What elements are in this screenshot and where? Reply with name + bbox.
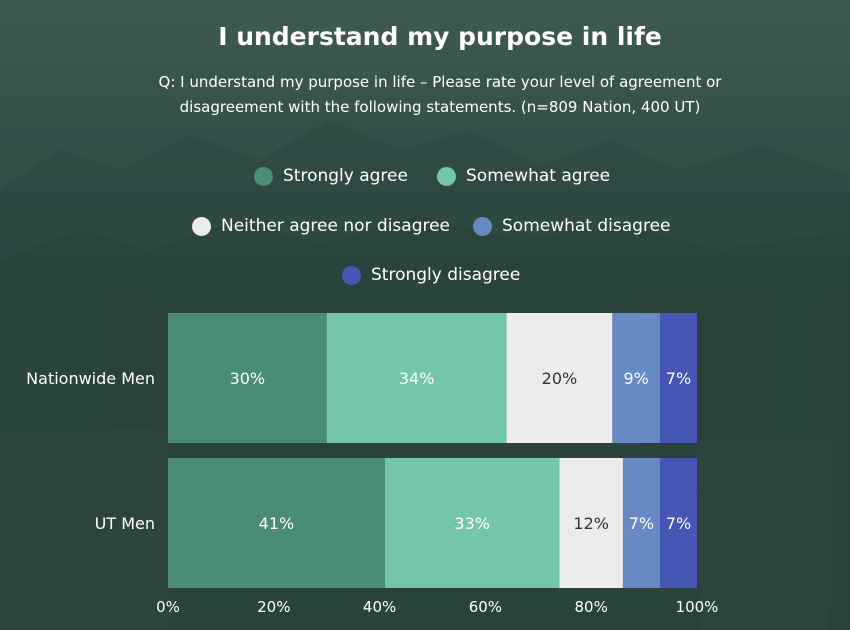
bar-segment — [384, 458, 560, 588]
bar-segment — [659, 313, 697, 443]
legend-label: Somewhat agree — [466, 166, 611, 186]
subtitle-line-1: Q: I understand my purpose in life – Ple… — [158, 73, 722, 91]
category-label: Nationwide Men — [26, 369, 155, 388]
legend-item-neither: Neither agree nor disagree — [192, 216, 450, 236]
data-label: 34% — [399, 369, 435, 388]
legend-item-somewhat-agree: Somewhat agree — [437, 166, 610, 186]
x-tick-label: 20% — [257, 598, 290, 616]
legend-marker — [473, 216, 492, 236]
data-label: 9% — [623, 369, 648, 388]
data-label: 12% — [573, 514, 609, 533]
category-label: UT Men — [95, 514, 155, 533]
legend-item-strongly-agree: Strongly agree — [254, 166, 408, 186]
bar-segment — [168, 313, 327, 443]
bar-segment — [326, 313, 507, 443]
x-tick-label: 60% — [469, 598, 502, 616]
data-label: 7% — [666, 369, 691, 388]
bar-segment — [659, 458, 697, 588]
legend-marker — [437, 166, 456, 186]
legend-item-somewhat-disagree: Somewhat disagree — [473, 216, 671, 236]
x-tick-label: 100% — [676, 598, 719, 616]
data-label: 33% — [454, 514, 490, 533]
data-label: 7% — [629, 514, 654, 533]
legend-item-strongly-disagree: Strongly disagree — [342, 265, 520, 285]
data-label: 20% — [542, 369, 578, 388]
bar-segment — [168, 458, 385, 588]
data-label: 41% — [259, 514, 295, 533]
legend-label: Strongly disagree — [371, 265, 521, 285]
bar-segment — [612, 313, 660, 443]
legend-label: Somewhat disagree — [502, 216, 671, 236]
chart-subtitle: Q: I understand my purpose in life – Ple… — [0, 70, 850, 120]
legend-label: Strongly agree — [283, 166, 408, 186]
legend-marker — [342, 265, 361, 285]
x-tick-label: 80% — [575, 598, 608, 616]
legend-label: Neither agree nor disagree — [221, 216, 451, 236]
x-tick-label: 0% — [156, 598, 180, 616]
bar-segment — [622, 458, 660, 588]
legend-marker — [192, 216, 211, 236]
bar-segment — [559, 458, 623, 588]
legend-marker — [254, 166, 273, 186]
data-label: 7% — [666, 514, 691, 533]
x-tick-label: 40% — [363, 598, 396, 616]
bar-segment — [506, 313, 613, 443]
chart-title: I understand my purpose in life — [218, 22, 662, 51]
subtitle-line-2: disagreement with the following statemen… — [179, 98, 701, 116]
data-label: 30% — [230, 369, 266, 388]
